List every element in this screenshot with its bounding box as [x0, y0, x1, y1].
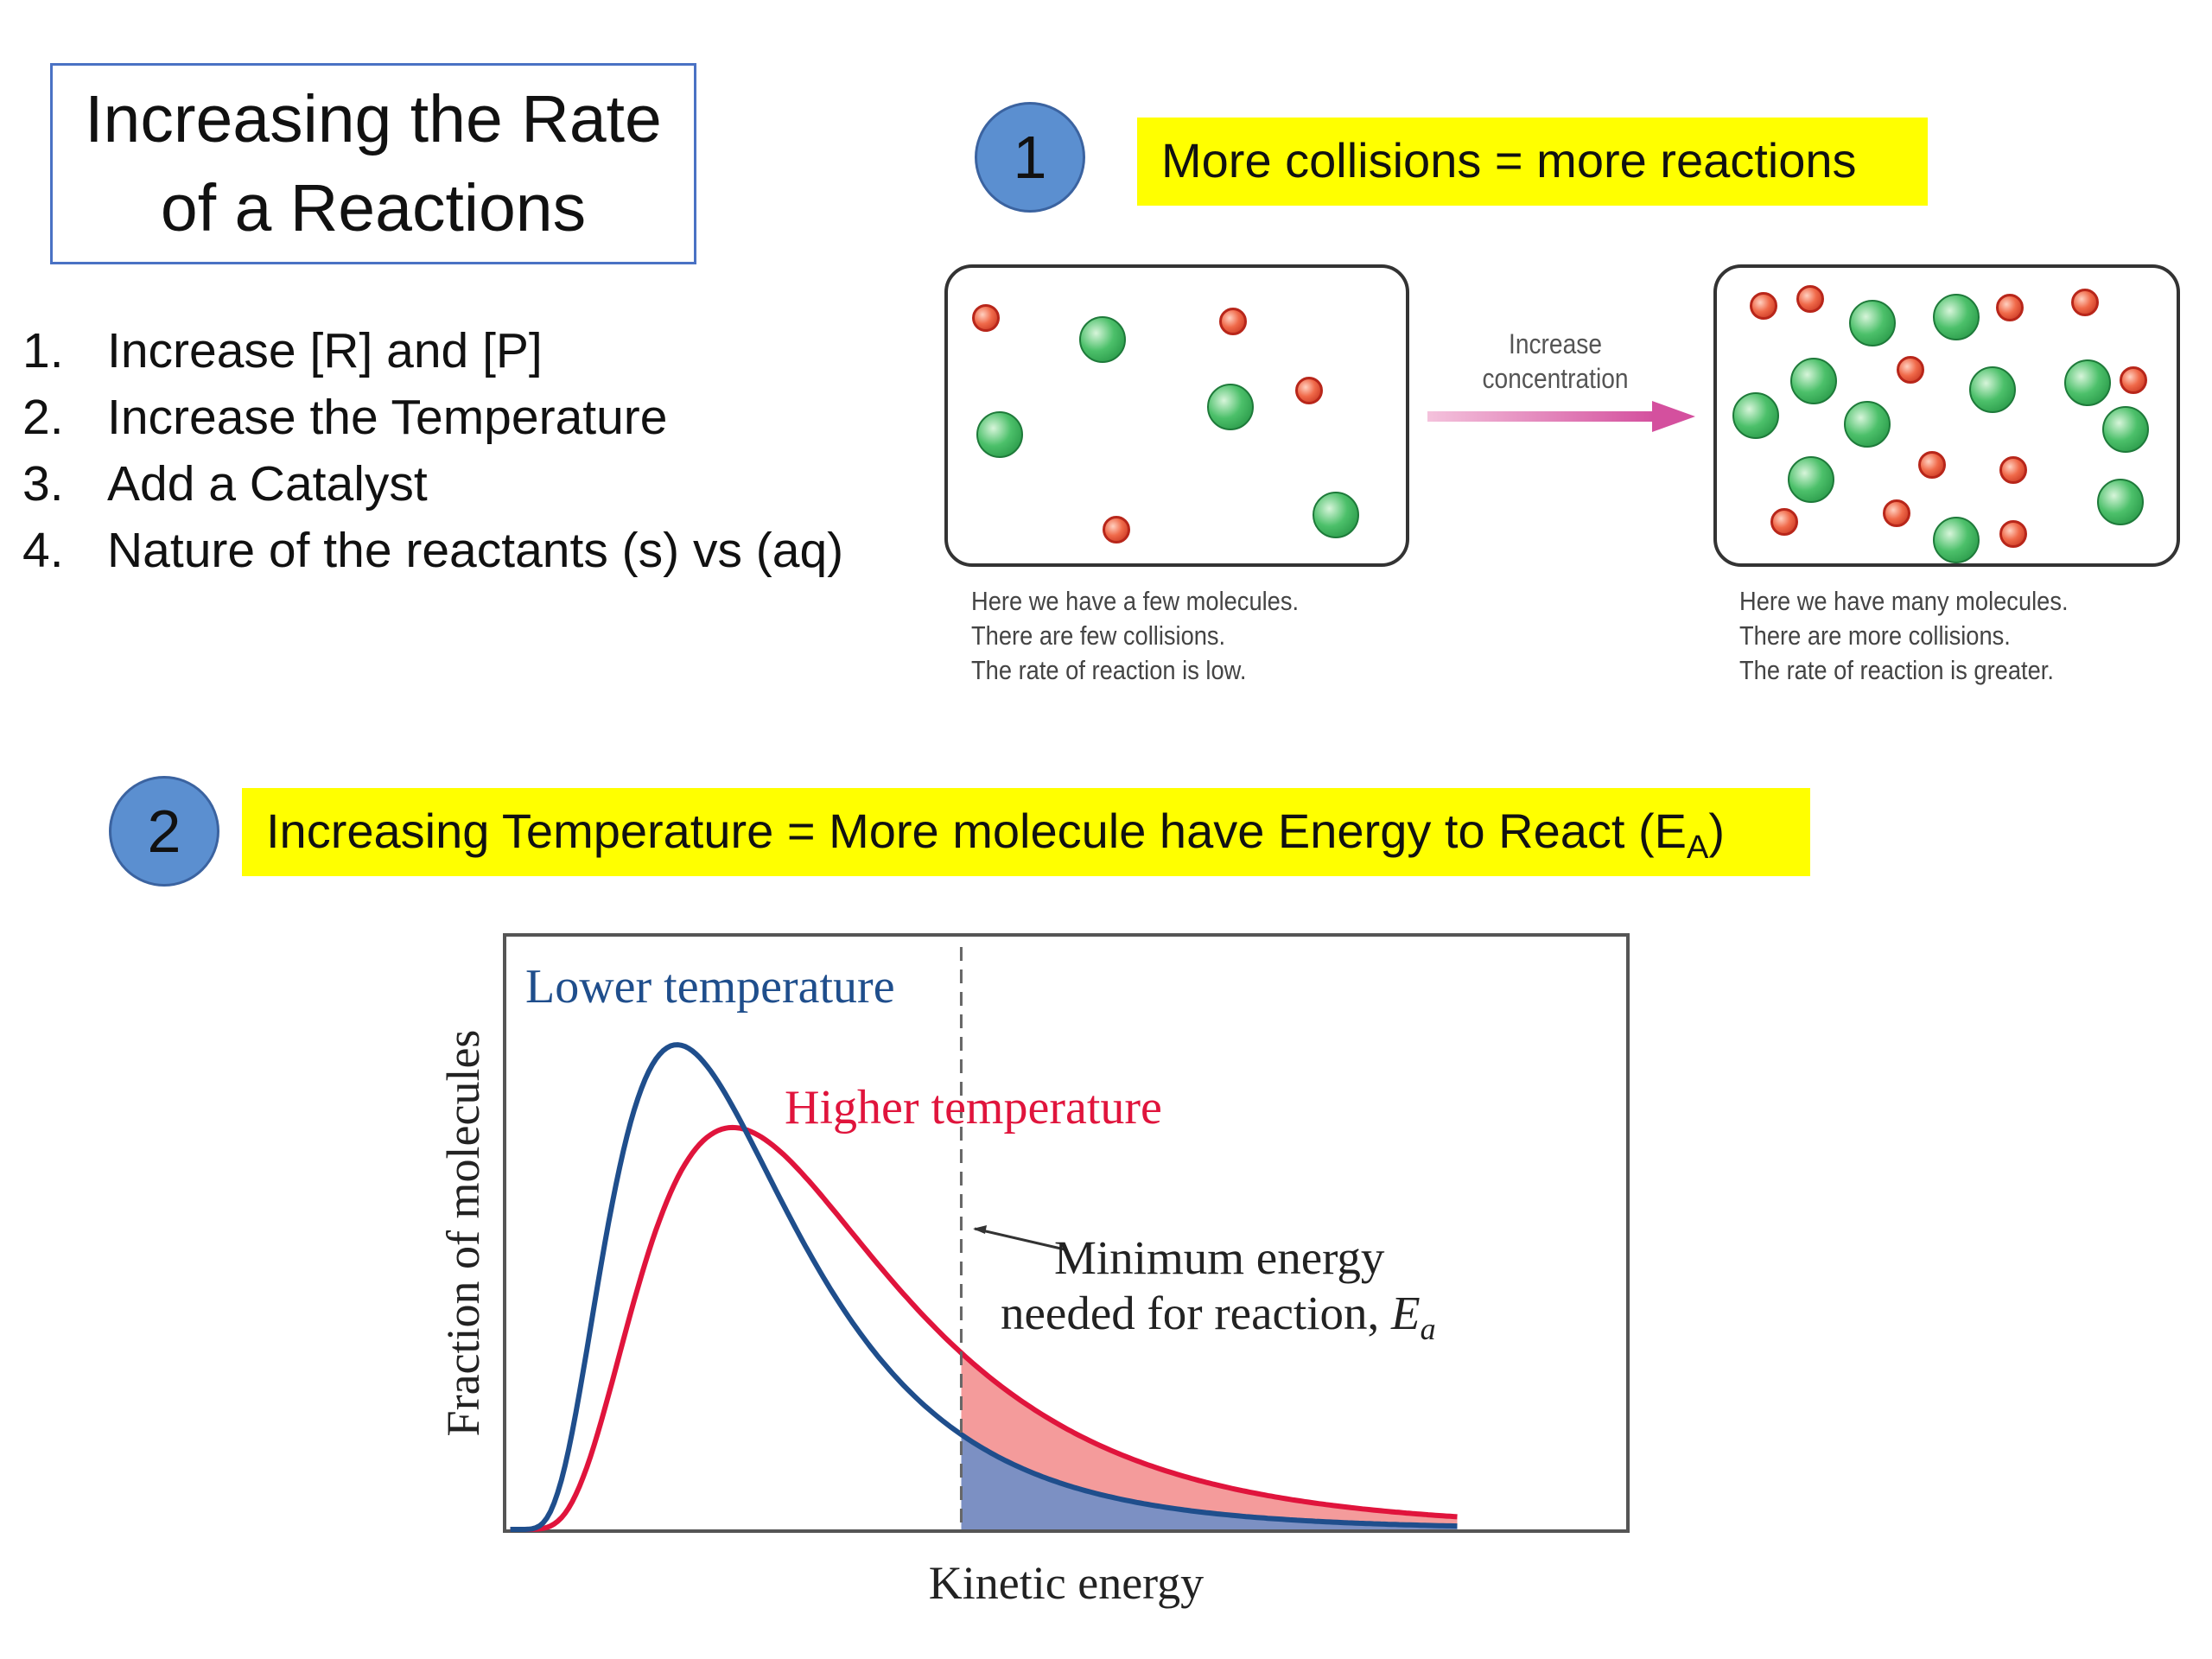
green-molecule: [1207, 384, 1254, 430]
x-axis-label: Kinetic energy: [929, 1557, 1204, 1609]
higher-temperature-tail-area: [961, 1352, 1458, 1529]
title-line-1: Increasing the Rate: [85, 81, 662, 156]
list-text: Increase [R] and [P]: [107, 323, 543, 378]
green-molecule: [1933, 517, 1980, 563]
high-concentration-caption: Here we have many molecules. There are m…: [1739, 584, 2069, 688]
list-text: Add a Catalyst: [107, 456, 428, 512]
section-2-callout: Increasing Temperature = More molecule h…: [242, 788, 1810, 876]
annotation-line-2: needed for reaction, Ea: [1001, 1287, 1436, 1346]
red-molecule: [1999, 456, 2027, 484]
green-molecule: [2064, 359, 2111, 406]
low-concentration-panel: [944, 264, 1409, 567]
red-molecule: [1295, 377, 1323, 404]
caption-line: There are few collisions.: [971, 620, 1226, 651]
list-item: 1. Increase [R] and [P]: [22, 318, 843, 385]
red-molecule: [972, 304, 1000, 332]
list-item: 2. Increase the Temperature: [22, 385, 843, 451]
red-molecule: [1883, 499, 1910, 527]
red-molecule: [1918, 451, 1946, 479]
callout-close-paren: ): [1708, 804, 1726, 858]
annotation-leader-line: [974, 1227, 1065, 1251]
red-molecule: [1999, 520, 2027, 548]
y-axis-label: Fraction of molecules: [437, 1030, 489, 1437]
list-number: 1.: [22, 323, 64, 378]
factor-list: 1. Increase [R] and [P] 2. Increase the Te…: [22, 318, 843, 584]
green-molecule: [1969, 366, 2016, 413]
red-molecule: [1796, 285, 1824, 313]
green-molecule: [1844, 401, 1891, 448]
energy-distribution-chart: Lower temperature Higher temperature Min…: [437, 933, 1630, 1609]
green-molecule: [1790, 358, 1837, 404]
list-number: 2.: [22, 390, 64, 445]
red-molecule: [1770, 508, 1798, 536]
lower-temperature-label: Lower temperature: [525, 960, 895, 1014]
arrow-label-line-1: Increase: [1508, 328, 1602, 359]
red-molecule: [1897, 356, 1924, 384]
low-concentration-caption: Here we have a few molecules. There are …: [971, 584, 1299, 688]
annotation-line-1: Minimum energy: [1054, 1231, 1385, 1284]
red-molecule: [2120, 366, 2147, 394]
green-molecule: [2097, 479, 2144, 525]
arrow-label-line-2: concentration: [1482, 363, 1629, 394]
red-molecule: [1996, 294, 2024, 321]
green-molecule: [976, 411, 1023, 458]
list-text: Increase the Temperature: [107, 390, 668, 445]
higher-temperature-label: Higher temperature: [785, 1081, 1162, 1135]
callout-text: Increasing Temperature = More molecule h…: [266, 804, 1688, 858]
green-molecule: [1079, 316, 1126, 363]
caption-line: Here we have many molecules.: [1739, 586, 2069, 616]
red-molecule: [2071, 289, 2099, 316]
higher-temperature-curve: [510, 1124, 1458, 1532]
list-item: 4. Nature of the reactants (s) vs (aq): [22, 518, 843, 584]
caption-line: The rate of reaction is greater.: [1739, 655, 2054, 685]
green-molecule: [1849, 300, 1896, 346]
green-molecule: [1933, 294, 1980, 340]
caption-line: There are more collisions.: [1739, 620, 2011, 651]
lower-temperature-tail-area: [961, 1434, 1458, 1529]
list-item: 3. Add a Catalyst: [22, 451, 843, 518]
red-molecule: [1219, 308, 1247, 335]
annotation-text: needed for reaction,: [1001, 1287, 1391, 1339]
annotation-subscript: a: [1421, 1312, 1436, 1346]
green-molecule: [1788, 456, 1834, 503]
caption-line: Here we have a few molecules.: [971, 586, 1300, 616]
red-molecule: [1750, 292, 1777, 320]
list-text: Nature of the reactants (s) vs (aq): [107, 523, 844, 578]
arrow-label: Increase concentration: [1457, 327, 1655, 396]
title-line-2: of a Reactions: [160, 170, 587, 245]
annotation-arrowhead: [973, 1225, 987, 1234]
green-molecule: [1732, 392, 1779, 439]
callout-subscript: A: [1687, 830, 1709, 867]
list-number: 3.: [22, 456, 64, 512]
red-molecule: [1103, 516, 1130, 543]
list-number: 4.: [22, 523, 64, 578]
title-box: Increasing the Rate of a Reactions: [50, 63, 696, 264]
caption-line: The rate of reaction is low.: [971, 655, 1247, 685]
section-1-callout: More collisions = more reactions: [1137, 118, 1928, 206]
annotation-symbol: E: [1390, 1287, 1421, 1339]
section-2-badge: 2: [109, 776, 219, 887]
green-molecule: [1313, 492, 1359, 538]
green-molecule: [2102, 406, 2149, 453]
lower-temperature-curve: [510, 1042, 1458, 1532]
concentration-arrow: [1427, 401, 1695, 432]
section-1-badge: 1: [975, 102, 1085, 213]
high-concentration-panel: [1713, 264, 2180, 567]
